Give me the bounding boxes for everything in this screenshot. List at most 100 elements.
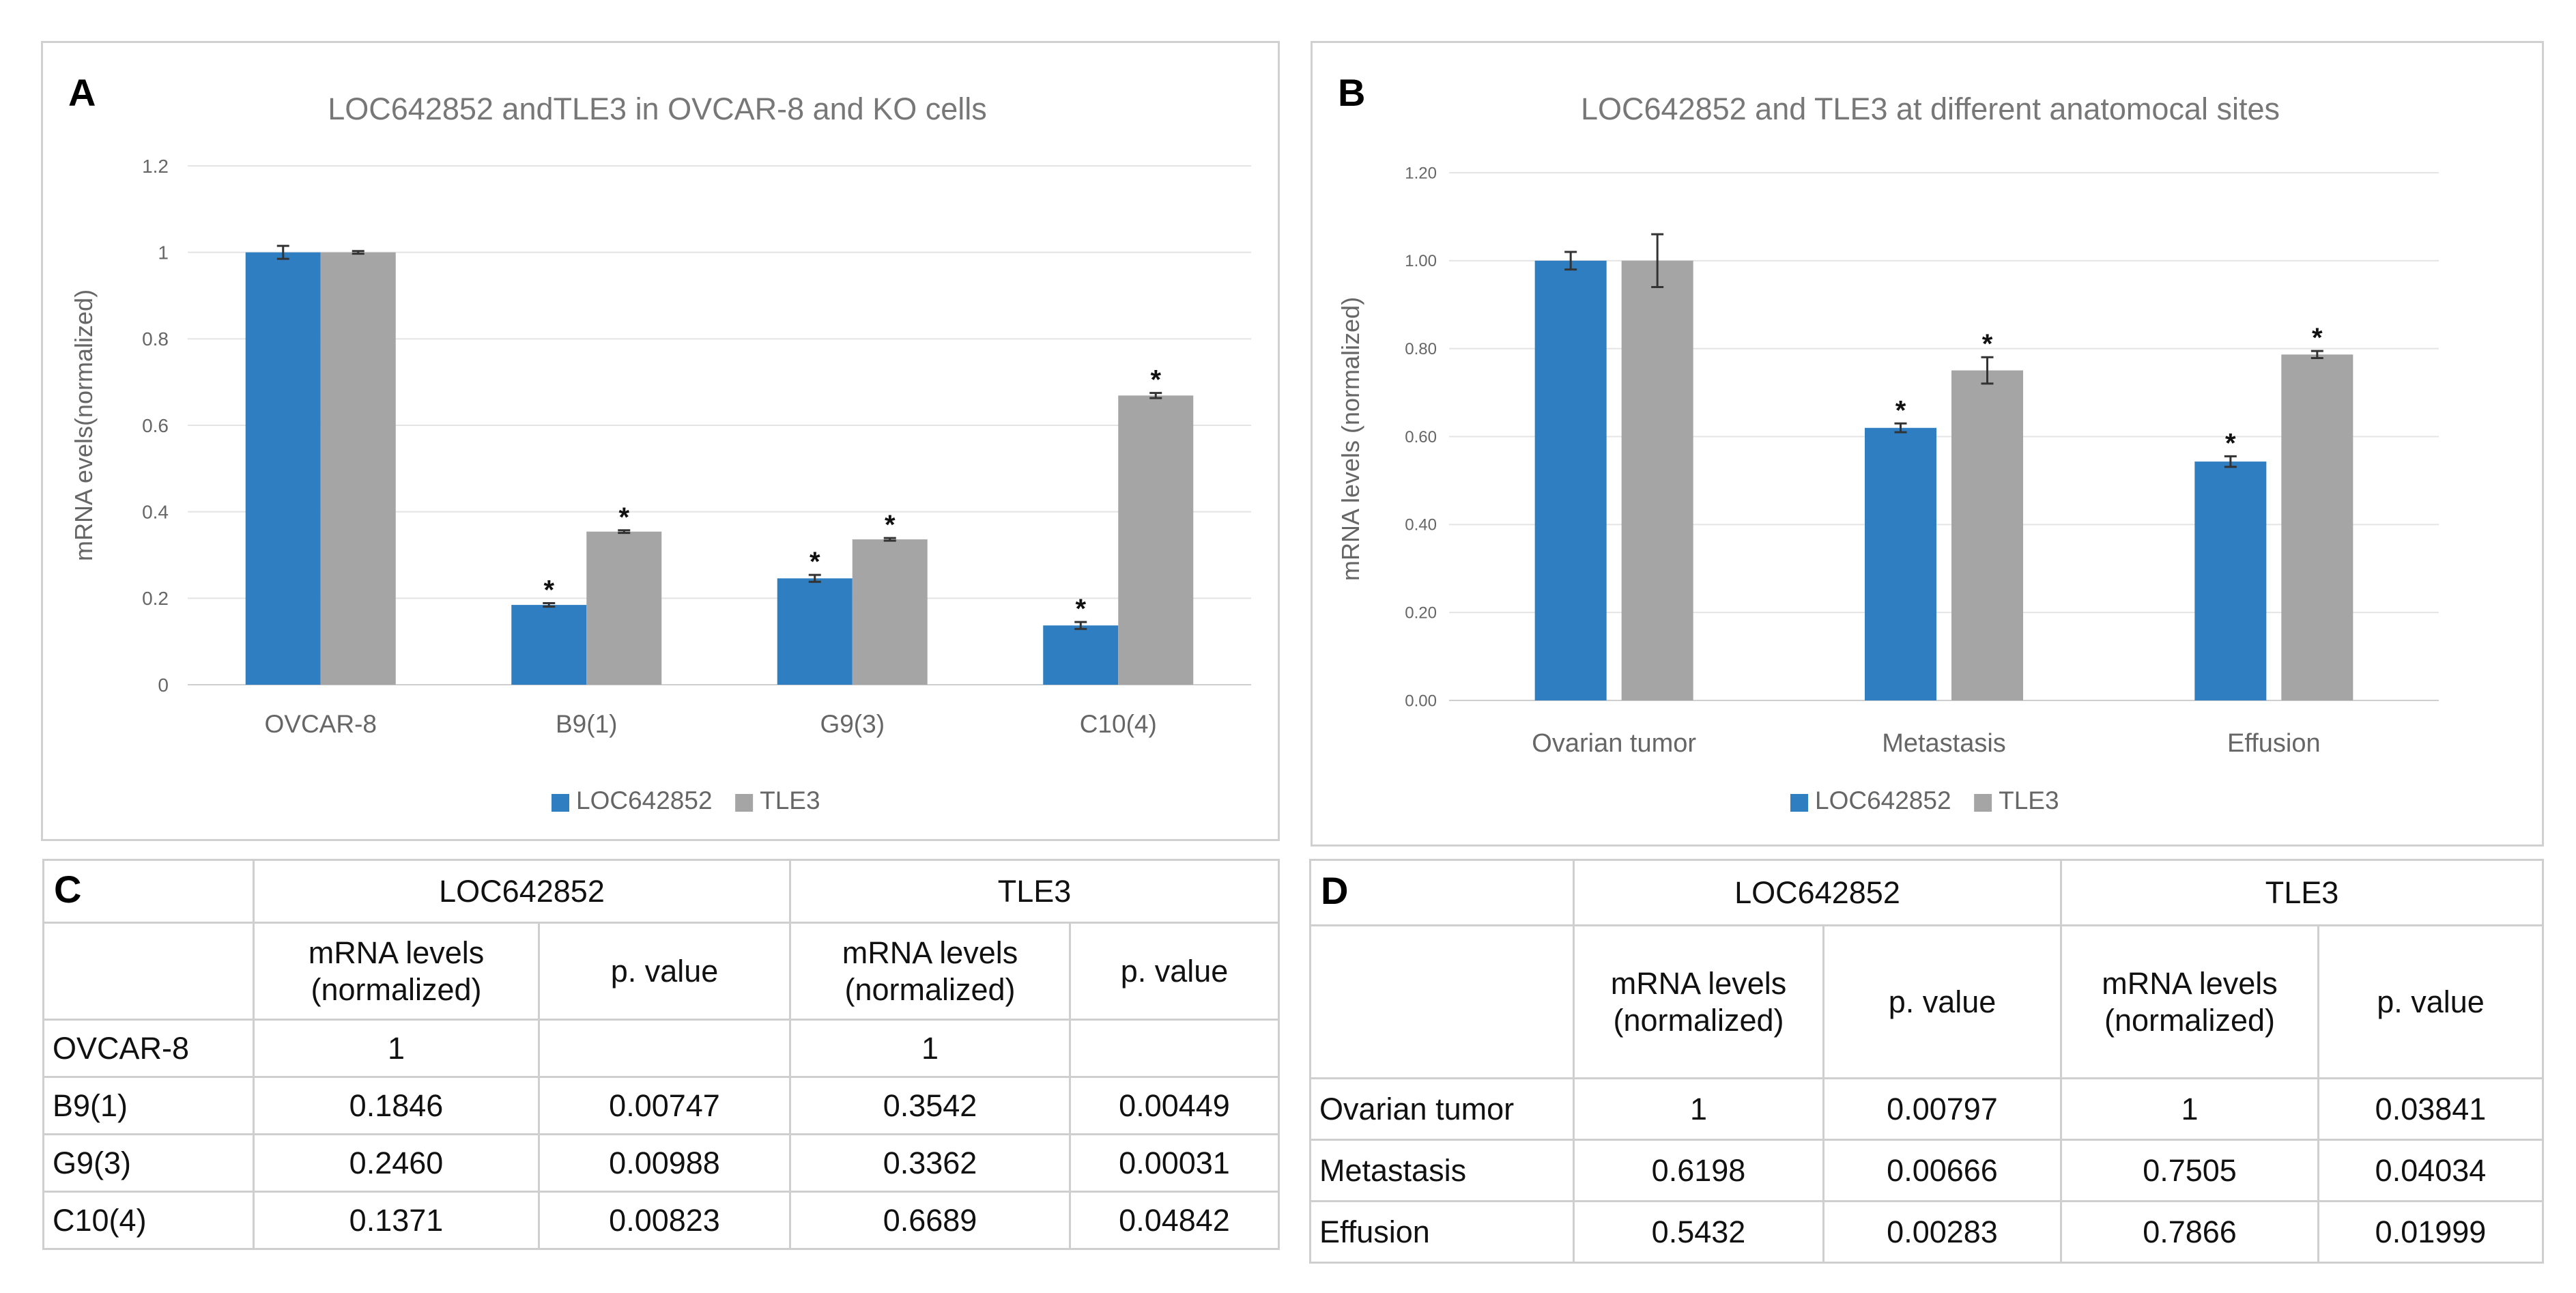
y-tick-label: 0 <box>158 674 169 696</box>
bar <box>1043 625 1119 685</box>
y-axis-label: mRNA evels(normalized) <box>70 289 98 561</box>
cell-tle-p <box>1069 1019 1280 1078</box>
cell-tle-mrna: 1 <box>2060 1077 2320 1141</box>
table-d-subheader-tle-mrna: mRNA levels (normalized) <box>2060 924 2320 1079</box>
cell-tle-p: 0.03841 <box>2317 1077 2545 1141</box>
legend-swatch <box>1790 794 1808 812</box>
significance-star: * <box>1150 365 1161 395</box>
row-label: Effusion <box>1309 1200 1575 1264</box>
table-d-header-loc: LOC642852 <box>1572 859 2063 926</box>
panel-label-b: B <box>1338 71 1366 114</box>
table-row: Ovarian tumor 1 0.00797 1 0.03841 <box>1309 1077 2545 1141</box>
table-d-subheader-tle-p: p. value <box>2317 924 2545 1079</box>
cell-tle-mrna: 0.6689 <box>789 1191 1072 1250</box>
row-label: Metastasis <box>1309 1139 1575 1202</box>
x-tick-label: G9(3) <box>820 710 885 738</box>
panel-label-c: C <box>54 867 82 911</box>
significance-star: * <box>618 502 629 532</box>
bar <box>1534 260 1607 700</box>
table-c-subheader-empty <box>42 922 255 1021</box>
cell-tle-mrna: 1 <box>789 1019 1072 1078</box>
cell-tle-mrna: 0.7505 <box>2060 1139 2320 1202</box>
row-label: Ovarian tumor <box>1309 1077 1575 1141</box>
chart-title: LOC642852 andTLE3 in OVCAR-8 and KO cell… <box>328 91 987 126</box>
table-c-header-loc: LOC642852 <box>252 859 792 924</box>
y-axis-label: mRNA levels (normalized) <box>1336 297 1364 581</box>
significance-star: * <box>1895 395 1906 425</box>
table-d-corner: D <box>1309 859 1575 926</box>
bar <box>245 252 321 685</box>
legend-label: LOC642852 <box>576 786 713 814</box>
table-d: D LOC642852 TLE3 mRNA levels (normalized… <box>1309 859 2545 1264</box>
cell-loc-mrna: 0.5432 <box>1573 1200 1824 1264</box>
table-c-subheader-loc-p: p. value <box>537 922 792 1021</box>
significance-star: * <box>885 510 896 540</box>
cell-tle-mrna: 0.3542 <box>789 1076 1072 1135</box>
significance-star: * <box>543 576 554 606</box>
cell-loc-p: 0.00283 <box>1822 1200 2063 1264</box>
y-tick-label: 0.60 <box>1405 428 1437 446</box>
y-tick-label: 0.00 <box>1405 692 1437 710</box>
cell-loc-p: 0.00823 <box>537 1191 792 1250</box>
table-c-header-tle: TLE3 <box>789 859 1280 924</box>
table-d-subheader-loc-mrna: mRNA levels (normalized) <box>1573 924 1824 1079</box>
bar <box>777 578 853 685</box>
table-c-subheader-tle-p: p. value <box>1069 922 1280 1021</box>
cell-tle-p: 0.01999 <box>2317 1200 2545 1264</box>
table-row: C10(4) 0.1371 0.00823 0.6689 0.04842 <box>42 1191 1280 1250</box>
cell-tle-p: 0.00449 <box>1069 1076 1280 1135</box>
row-label: G9(3) <box>42 1133 255 1193</box>
panel-label-a: A <box>68 71 96 114</box>
row-label: OVCAR-8 <box>42 1019 255 1078</box>
row-label: C10(4) <box>42 1191 255 1250</box>
bar <box>1621 260 1693 700</box>
table-c-subheader-tle-mrna: mRNA levels (normalized) <box>789 922 1072 1021</box>
cell-tle-mrna: 0.3362 <box>789 1133 1072 1193</box>
chart-b: LOC642852 and TLE3 at different anatomoc… <box>1336 91 2439 814</box>
y-tick-label: 0.40 <box>1405 516 1437 535</box>
table-d-header-tle: TLE3 <box>2060 859 2545 926</box>
x-tick-label: Effusion <box>2227 729 2321 758</box>
panel-label-d: D <box>1321 868 1349 912</box>
chart-panel-a: A LOC642852 andTLE3 in OVCAR-8 and KO ce… <box>41 41 1280 841</box>
cell-loc-mrna: 0.6198 <box>1573 1139 1824 1202</box>
table-row: B9(1) 0.1846 0.00747 0.3542 0.00449 <box>42 1076 1280 1135</box>
table-d-subheader-empty <box>1309 924 1575 1079</box>
cell-tle-p: 0.00031 <box>1069 1133 1280 1193</box>
cell-loc-p: 0.00666 <box>1822 1139 2063 1202</box>
legend-label: TLE3 <box>760 786 820 814</box>
cell-loc-mrna: 0.1371 <box>253 1191 540 1250</box>
table-c: C LOC642852 TLE3 mRNA levels (normalized… <box>42 859 1280 1250</box>
cell-loc-mrna: 0.1846 <box>253 1076 540 1135</box>
bar <box>1951 370 2023 700</box>
significance-star: * <box>2312 323 2323 353</box>
legend-swatch <box>552 794 569 812</box>
table-c-subheader-loc-mrna: mRNA levels (normalized) <box>253 922 540 1021</box>
y-tick-label: 0.4 <box>142 501 169 522</box>
y-tick-label: 1.2 <box>142 156 169 177</box>
legend-swatch <box>1974 794 1992 812</box>
x-tick-label: OVCAR-8 <box>265 710 377 738</box>
x-tick-label: Metastasis <box>1882 729 2006 758</box>
bar <box>586 531 662 685</box>
cell-loc-p: 0.00988 <box>537 1133 792 1193</box>
bar <box>1118 395 1194 685</box>
table-row: G9(3) 0.2460 0.00988 0.3362 0.00031 <box>42 1133 1280 1193</box>
y-tick-label: 1 <box>158 242 169 263</box>
bar <box>2194 461 2267 700</box>
legend-swatch <box>735 794 754 812</box>
cell-loc-p <box>537 1019 792 1078</box>
chart-a: LOC642852 andTLE3 in OVCAR-8 and KO cell… <box>70 91 1251 814</box>
y-tick-label: 0.6 <box>142 415 169 436</box>
significance-star: * <box>1982 329 1993 359</box>
cell-loc-mrna: 1 <box>253 1019 540 1078</box>
cell-loc-p: 0.00747 <box>537 1076 792 1135</box>
y-tick-label: 1.00 <box>1405 252 1437 270</box>
cell-tle-p: 0.04842 <box>1069 1191 1280 1250</box>
cell-tle-mrna: 0.7866 <box>2060 1200 2320 1264</box>
y-tick-label: 1.20 <box>1405 164 1437 182</box>
bar <box>511 605 587 685</box>
cell-loc-mrna: 1 <box>1573 1077 1824 1141</box>
x-tick-label: Ovarian tumor <box>1532 729 1696 758</box>
chart-title: LOC642852 and TLE3 at different anatomoc… <box>1581 91 2280 126</box>
